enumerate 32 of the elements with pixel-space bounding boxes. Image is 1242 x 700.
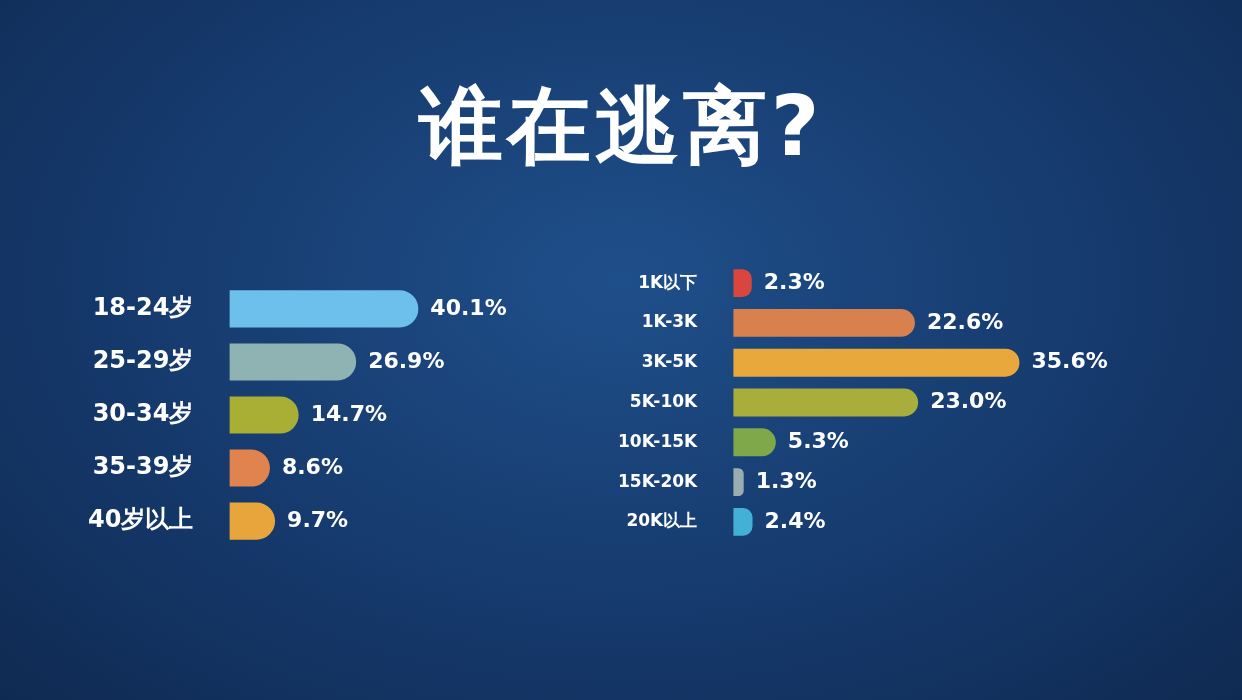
y-tick-label: 10K-15K xyxy=(617,430,699,451)
data-label: 5.3% xyxy=(787,428,849,454)
data-label: 35.6% xyxy=(1031,348,1108,374)
data-label: 22.6% xyxy=(926,308,1004,334)
data-label: 1.3% xyxy=(755,467,817,493)
data-label: 2.3% xyxy=(763,268,825,294)
bar xyxy=(229,290,419,328)
y-tick-label: 18-24岁 xyxy=(92,293,194,322)
y-tick-label: 3K-5K xyxy=(641,351,699,372)
data-label: 14.7% xyxy=(310,400,387,426)
y-tick-label: 40岁以上 xyxy=(87,505,194,534)
data-label: 23.0% xyxy=(930,388,1007,414)
data-label: 9.7% xyxy=(287,506,349,532)
bar xyxy=(229,396,299,434)
bar xyxy=(229,343,357,381)
y-tick-label: 5K-10K xyxy=(629,390,699,411)
y-tick-label: 20K以上 xyxy=(626,510,698,531)
y-tick-label: 35-39岁 xyxy=(92,452,194,481)
data-label: 2.4% xyxy=(764,507,826,533)
bar xyxy=(733,468,744,497)
y-tick-label: 25-29岁 xyxy=(92,346,194,375)
data-label: 40.1% xyxy=(430,294,507,320)
y-tick-label: 1K-3K xyxy=(641,311,699,332)
data-label: 8.6% xyxy=(281,453,343,479)
bar xyxy=(733,348,1020,377)
bar xyxy=(733,308,915,337)
bar xyxy=(733,388,919,417)
y-tick-label: 1K以下 xyxy=(638,271,698,292)
text: 谁在逃离? xyxy=(417,76,825,177)
y-tick-label: 30-34岁 xyxy=(92,399,194,428)
data-label: 26.9% xyxy=(368,347,445,373)
y-tick-label: 15K-20K xyxy=(617,470,699,491)
